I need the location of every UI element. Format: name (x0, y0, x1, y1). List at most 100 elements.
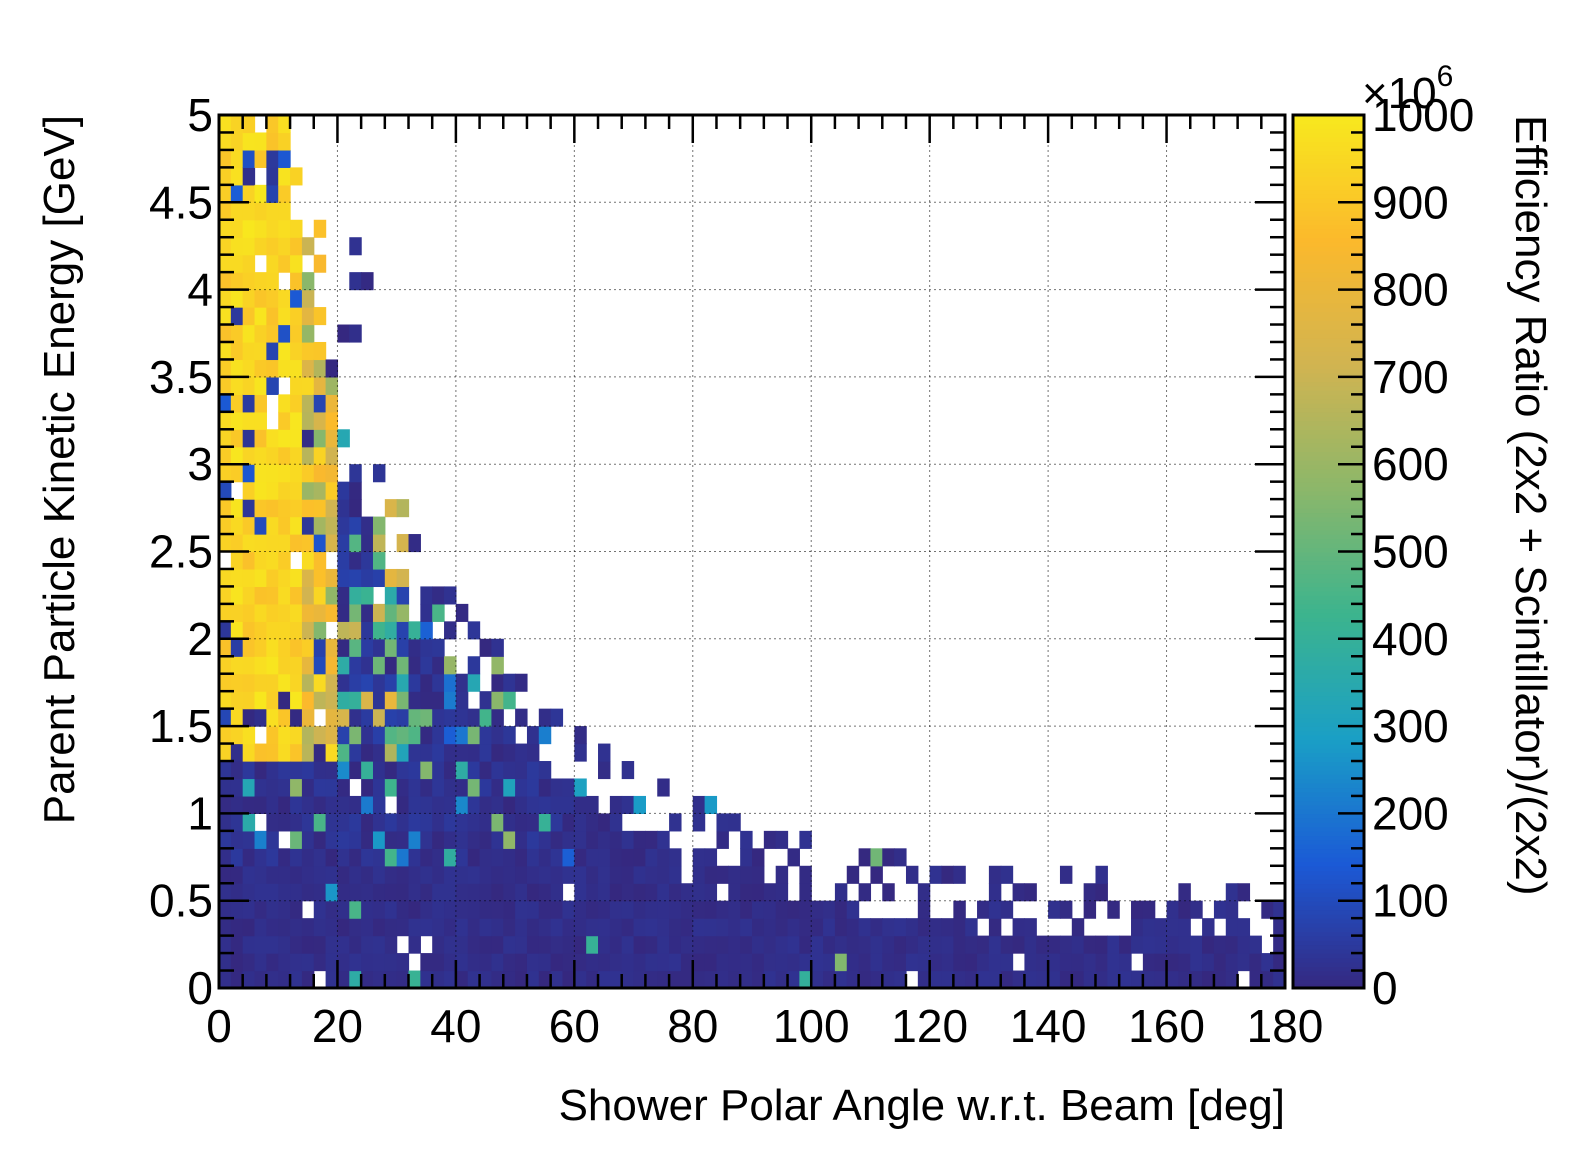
heatmap-cell (266, 604, 278, 622)
heatmap-cell (1024, 953, 1036, 971)
heatmap-cell (740, 831, 752, 849)
heatmap-cell (361, 883, 373, 901)
heatmap-cell (255, 325, 267, 343)
heatmap-cell (255, 586, 267, 604)
heatmap-cell (811, 971, 823, 989)
heatmap-cell (397, 639, 409, 657)
heatmap-cell (290, 394, 302, 412)
heatmap-cell (219, 412, 231, 430)
heatmap-cell (906, 936, 918, 954)
heatmap-cell (385, 604, 397, 622)
heatmap-cell (420, 709, 432, 727)
heatmap-cell (728, 813, 740, 831)
heatmap-cell (752, 883, 764, 901)
heatmap-cell (930, 866, 942, 884)
heatmap-cell (681, 901, 693, 919)
heatmap-cell (397, 621, 409, 639)
y-tick-label: 3.5 (149, 351, 213, 403)
heatmap-cell (562, 848, 574, 866)
heatmap-cell (634, 936, 646, 954)
heatmap-cell (231, 429, 243, 447)
heatmap-cell (231, 586, 243, 604)
heatmap-cell (385, 569, 397, 587)
x-tick-label: 120 (891, 1000, 968, 1052)
heatmap-cell (586, 848, 598, 866)
heatmap-cell (456, 604, 468, 622)
x-tick-label: 20 (312, 1000, 363, 1052)
heatmap-cell (622, 883, 634, 901)
heatmap-cell (480, 848, 492, 866)
heatmap-cell (255, 499, 267, 517)
heatmap-cell (266, 936, 278, 954)
heatmap-cell (290, 761, 302, 779)
heatmap-cell (1178, 953, 1190, 971)
heatmap-cell (539, 831, 551, 849)
heatmap-cell (314, 569, 326, 587)
heatmap-cell (870, 848, 882, 866)
heatmap-cell (1178, 883, 1190, 901)
heatmap-cell (456, 901, 468, 919)
heatmap-cell (788, 936, 800, 954)
heatmap-cell (480, 726, 492, 744)
heatmap-cell (456, 936, 468, 954)
heatmap-cell (669, 866, 681, 884)
heatmap-cell (243, 639, 255, 657)
heatmap-cell (574, 778, 586, 796)
heatmap-cell (243, 342, 255, 360)
heatmap-cell (290, 586, 302, 604)
heatmap-cell (255, 132, 267, 150)
heatmap-cell (243, 971, 255, 989)
x-tick-label: 160 (1128, 1000, 1205, 1052)
heatmap-cell (468, 883, 480, 901)
heatmap-cell (266, 552, 278, 570)
heatmap-cell (598, 936, 610, 954)
heatmap-cell (622, 918, 634, 936)
heatmap-cell (503, 744, 515, 762)
z-axis-title: Efficiency Ratio (2x2 + Scintillator)/(2… (1506, 115, 1555, 895)
heatmap-cell (562, 918, 574, 936)
heatmap-cell (397, 656, 409, 674)
heatmap-cell (314, 412, 326, 430)
heatmap-cell (302, 359, 314, 377)
heatmap-cell (799, 831, 811, 849)
heatmap-cell (598, 918, 610, 936)
heatmap-cell (266, 953, 278, 971)
heatmap-cell (349, 971, 361, 989)
heatmap-cell (918, 971, 930, 989)
heatmap-cell (503, 918, 515, 936)
heatmap-cell (409, 534, 421, 552)
heatmap-cell (420, 778, 432, 796)
heatmap-cell (266, 778, 278, 796)
heatmap-cell (219, 464, 231, 482)
heatmap-cell (539, 918, 551, 936)
heatmap-cell (266, 185, 278, 203)
heatmap-cell (302, 761, 314, 779)
heatmap-cell (645, 901, 657, 919)
heatmap-cell (219, 656, 231, 674)
heatmap-cell (870, 953, 882, 971)
z-tick-label: 600 (1372, 438, 1449, 490)
heatmap-cell (219, 918, 231, 936)
heatmap-cell (705, 971, 717, 989)
heatmap-cell (373, 901, 385, 919)
heatmap-cell (255, 359, 267, 377)
heatmap-cell (290, 429, 302, 447)
heatmap-cell (243, 569, 255, 587)
heatmap-cell (562, 953, 574, 971)
heatmap-cell (266, 586, 278, 604)
heatmap-cell (456, 674, 468, 692)
heatmap-cell (314, 639, 326, 657)
heatmap-cell (302, 586, 314, 604)
heatmap-cell (290, 813, 302, 831)
heatmap-cell (539, 866, 551, 884)
heatmap-cell (468, 796, 480, 814)
heatmap-cell (314, 691, 326, 709)
heatmap-cell (420, 971, 432, 989)
heatmap-cell (764, 883, 776, 901)
heatmap-cell (788, 971, 800, 989)
heatmap-cell (894, 936, 906, 954)
heatmap-cell (622, 866, 634, 884)
heatmap-cell (764, 831, 776, 849)
heatmap-cell (290, 412, 302, 430)
heatmap-cell (243, 866, 255, 884)
